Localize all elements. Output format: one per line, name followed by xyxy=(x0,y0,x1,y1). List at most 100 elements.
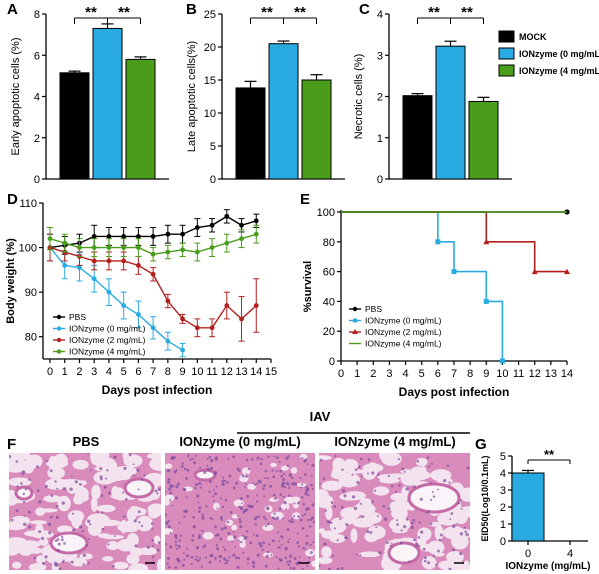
y-tick-label: 110 xyxy=(19,198,37,210)
nucleus xyxy=(206,467,210,471)
nucleus xyxy=(259,462,263,466)
alveolus xyxy=(28,563,47,570)
x-tick-label: 3 xyxy=(386,368,392,380)
nucleus xyxy=(48,531,52,535)
alveolus xyxy=(30,455,42,461)
series-line xyxy=(49,247,183,351)
nucleus xyxy=(247,467,250,471)
nucleus xyxy=(312,541,315,544)
alveolus xyxy=(433,552,445,557)
nucleus xyxy=(309,550,313,554)
nucleus xyxy=(281,482,285,486)
nucleus xyxy=(465,533,469,537)
nucleus xyxy=(232,486,236,490)
nucleus xyxy=(61,560,65,563)
nucleus xyxy=(183,515,186,518)
y-tick-label: 80 xyxy=(25,332,37,344)
nucleus xyxy=(132,463,135,466)
alveolus xyxy=(434,525,444,541)
nucleus xyxy=(308,556,311,559)
y-tick-label: 4 xyxy=(34,92,40,104)
nucleus xyxy=(176,557,180,561)
alveolus xyxy=(339,492,361,501)
alveolus xyxy=(126,533,139,547)
alveolus xyxy=(67,510,85,523)
alveolus xyxy=(417,527,432,541)
nucleus xyxy=(264,469,268,473)
nucleus xyxy=(134,544,138,548)
data-point xyxy=(77,265,82,271)
nucleus xyxy=(281,517,284,520)
nucleus xyxy=(280,535,284,539)
y-tick-label: 2 xyxy=(34,133,40,145)
alveolus xyxy=(109,460,118,471)
nucleus xyxy=(167,519,171,523)
alveolus xyxy=(325,506,333,520)
nucleus xyxy=(278,507,282,511)
alveolus xyxy=(345,511,359,519)
x-tick-label: 3 xyxy=(91,366,97,378)
nucleus xyxy=(187,453,190,456)
x-tick-label: 1 xyxy=(62,366,68,378)
nucleus xyxy=(213,499,216,503)
x-tick-label: 12 xyxy=(529,368,541,380)
alveolus xyxy=(213,502,220,511)
nucleus xyxy=(47,522,52,527)
alveolus xyxy=(9,539,22,556)
nucleus xyxy=(288,473,292,477)
nucleus xyxy=(234,546,237,548)
y-tick-label: 2 xyxy=(377,92,383,104)
nucleus xyxy=(99,475,103,479)
legend-marker xyxy=(353,318,357,323)
nucleus xyxy=(174,540,177,544)
x-tick-label: 2 xyxy=(76,366,82,378)
nucleus xyxy=(330,521,333,524)
nucleus xyxy=(220,518,223,521)
nucleus xyxy=(55,504,59,508)
data-point xyxy=(239,222,244,228)
nucleus xyxy=(344,536,347,539)
nucleus xyxy=(387,474,391,478)
nucleus xyxy=(239,506,244,511)
alveolus xyxy=(372,486,390,496)
legend-label: PBS xyxy=(69,312,86,322)
nucleus xyxy=(319,458,323,462)
x-tick-label: 10 xyxy=(496,368,508,380)
alveolus xyxy=(385,473,407,478)
nucleus xyxy=(232,553,236,557)
y-tick-label: 100 xyxy=(19,243,37,255)
nucleus xyxy=(177,482,181,486)
nucleus xyxy=(205,505,208,508)
nucleus xyxy=(266,477,270,480)
significance-label: ** xyxy=(118,4,130,21)
nucleus xyxy=(292,567,296,570)
y-tick-label: 4 xyxy=(377,9,383,21)
nucleus xyxy=(413,538,416,542)
nucleus xyxy=(464,526,467,529)
alveolus xyxy=(9,457,27,473)
x-tick-label: 15 xyxy=(265,366,277,378)
nucleus xyxy=(71,512,75,515)
nucleus xyxy=(157,487,161,491)
nucleus xyxy=(165,521,169,525)
nucleus xyxy=(459,551,463,556)
nucleus xyxy=(251,560,256,565)
nucleus xyxy=(290,518,294,521)
data-point xyxy=(499,358,505,364)
bar-1 xyxy=(235,87,266,180)
nucleus xyxy=(78,525,83,529)
nucleus xyxy=(245,483,247,485)
nucleus xyxy=(336,539,339,542)
nucleus xyxy=(146,545,150,549)
nucleus xyxy=(417,545,420,548)
nucleus xyxy=(430,462,433,465)
nucleus xyxy=(252,482,254,485)
nucleus xyxy=(266,507,269,511)
alveolus xyxy=(40,508,58,513)
alveolus xyxy=(38,537,49,546)
nucleus xyxy=(74,480,78,484)
nucleus xyxy=(385,541,389,545)
nucleus xyxy=(398,483,401,487)
nucleus xyxy=(209,466,214,470)
alveolus xyxy=(227,535,235,541)
